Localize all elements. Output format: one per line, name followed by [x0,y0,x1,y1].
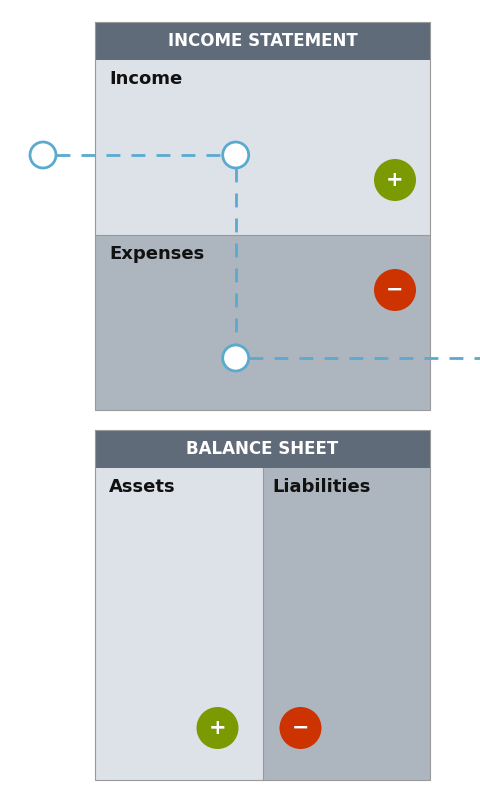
Text: −: − [292,718,309,738]
Bar [95,22,430,410]
Circle shape [374,269,416,311]
Bar [95,22,430,60]
Text: Liabilities: Liabilities [273,478,371,496]
Circle shape [223,345,249,371]
Circle shape [374,159,416,201]
Circle shape [30,142,56,168]
Text: Expenses: Expenses [109,245,204,263]
Text: BALANCE SHEET: BALANCE SHEET [186,440,338,458]
Circle shape [196,707,239,749]
Circle shape [223,142,249,168]
Text: +: + [209,718,226,738]
Text: Assets: Assets [109,478,176,496]
Text: INCOME STATEMENT: INCOME STATEMENT [168,32,358,50]
Text: −: − [386,280,404,300]
Bar [95,430,430,780]
Text: +: + [386,170,404,190]
Text: Income: Income [109,70,182,88]
Bar [95,468,263,780]
Bar [95,235,430,410]
Bar [95,60,430,235]
Bar [263,468,430,780]
Circle shape [279,707,322,749]
Bar [95,430,430,468]
